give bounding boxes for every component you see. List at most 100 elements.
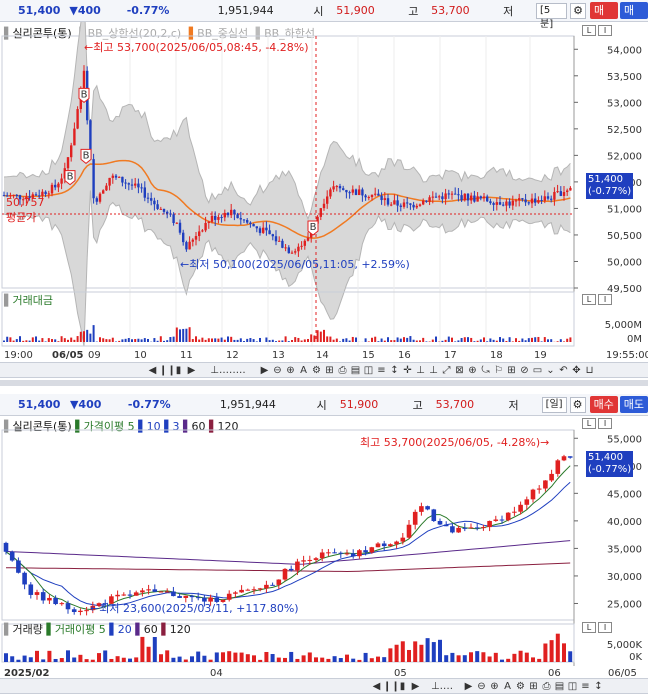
- intraday-candle: [354, 189, 358, 196]
- buy-signal-letter: B: [83, 150, 90, 161]
- period-selector[interactable]: [일]: [541, 396, 567, 413]
- scale-button[interactable]: I: [598, 25, 612, 36]
- settings-icon[interactable]: ⚙: [516, 680, 525, 692]
- vol-scale-button[interactable]: I: [598, 294, 612, 305]
- intraday-candle: [172, 214, 175, 224]
- slider-icon[interactable]: ⊥‥‥: [430, 680, 454, 692]
- slider-icon[interactable]: ⊥‥‥‥‥: [210, 364, 246, 376]
- scroll-right-icon[interactable]: ▶: [464, 680, 473, 692]
- gear-icon[interactable]: ⚙: [569, 396, 586, 413]
- scale-button-2[interactable]: I: [598, 418, 612, 429]
- draw-icon[interactable]: ⊥: [429, 364, 438, 376]
- low-label: 저: [508, 398, 519, 412]
- settings-icon[interactable]: ⚙: [312, 364, 321, 376]
- pause-icon[interactable]: ❙❙: [383, 680, 400, 692]
- chevron-down-icon[interactable]: ⌄: [546, 364, 555, 376]
- log-button-2[interactable]: L: [582, 418, 596, 429]
- daily-volume-bar: [84, 659, 89, 662]
- zoom-in-icon[interactable]: ⊕: [286, 364, 295, 376]
- line-icon[interactable]: ↕: [390, 364, 399, 376]
- list-icon[interactable]: ≡: [581, 680, 590, 692]
- line-icon[interactable]: ↕: [594, 680, 603, 692]
- gear-icon[interactable]: ⚙: [570, 2, 586, 19]
- scroll-right-icon[interactable]: ▶: [260, 364, 269, 376]
- trend-icon[interactable]: ⤢: [442, 364, 451, 376]
- volume-bar: [217, 338, 220, 342]
- intraday-candle: [127, 183, 130, 185]
- scroll-left-icon[interactable]: ◀: [148, 364, 157, 376]
- intraday-candle: [562, 192, 566, 196]
- intraday-candle: [534, 198, 537, 203]
- daily-volume-bar: [264, 651, 269, 662]
- list-icon[interactable]: ≡: [377, 364, 386, 376]
- daily-volume-bar: [382, 657, 387, 662]
- print-icon[interactable]: ⎙: [542, 680, 551, 692]
- pause-icon[interactable]: ❙❙: [159, 364, 176, 376]
- print-icon[interactable]: ⎙: [338, 364, 347, 376]
- zoom-in-icon[interactable]: ⊕: [490, 680, 499, 692]
- intraday-candle: [454, 193, 457, 195]
- crosshair-icon[interactable]: ✛: [403, 364, 412, 376]
- pan-icon[interactable]: ✥: [572, 364, 581, 376]
- zoom-out-icon[interactable]: ⊖: [273, 364, 282, 376]
- daily-candle: [183, 595, 189, 598]
- bb-mid-line: [3, 159, 571, 239]
- text-tool-icon[interactable]: A: [504, 680, 511, 692]
- buy-button[interactable]: 매수: [589, 396, 618, 413]
- step-icon[interactable]: ▮: [399, 680, 406, 692]
- save-icon[interactable]: ▤: [350, 364, 361, 376]
- scroll-left-icon[interactable]: ◀: [372, 680, 381, 692]
- vol-tick-label: 0K: [629, 652, 642, 663]
- intraday-candle: [111, 175, 114, 178]
- log-button[interactable]: L: [582, 25, 596, 36]
- buy-button[interactable]: 매수: [589, 2, 618, 34]
- pin-icon[interactable]: ⊕: [468, 364, 477, 376]
- cycle-icon[interactable]: ⤿: [481, 364, 490, 376]
- step-icon[interactable]: ▮: [175, 364, 182, 376]
- sell-button[interactable]: 매도: [619, 2, 648, 34]
- candle-icon[interactable]: ⊞: [529, 680, 538, 692]
- magnet-icon[interactable]: ⊔: [585, 364, 594, 376]
- volume-bar: [22, 340, 25, 342]
- intraday-candle: [278, 240, 281, 242]
- fib-icon[interactable]: ⊠: [455, 364, 464, 376]
- step-right-icon[interactable]: ▶: [187, 364, 196, 376]
- copy-icon[interactable]: ◫: [363, 364, 374, 376]
- text-tool-icon[interactable]: A: [300, 364, 307, 376]
- volume-bar: [335, 338, 338, 342]
- zoom-out-icon[interactable]: ⊖: [477, 680, 486, 692]
- save-icon[interactable]: ▤: [554, 680, 565, 692]
- intraday-candle: [54, 184, 57, 188]
- vol-scale-button-2[interactable]: I: [598, 622, 612, 633]
- ruler-icon[interactable]: ⊞: [507, 364, 516, 376]
- vol-log-button-2[interactable]: L: [582, 622, 596, 633]
- period-selector[interactable]: [5분]: [536, 2, 568, 30]
- volume-bar: [351, 336, 354, 342]
- volume-bar: [9, 337, 12, 342]
- grid-icon[interactable]: ⊥: [416, 364, 425, 376]
- panel-divider[interactable]: [0, 380, 648, 386]
- intraday-candle: [306, 237, 310, 241]
- daily-volume-bar: [512, 653, 517, 662]
- vol-tick-label: 0M: [627, 334, 642, 345]
- vol-log-button[interactable]: L: [582, 294, 596, 305]
- daily-chart[interactable]: 55,00050,00045,00040,00035,00030,00025,0…: [0, 416, 648, 678]
- candle-icon[interactable]: ⊞: [325, 364, 334, 376]
- daily-volume-bar: [78, 654, 83, 662]
- sell-button[interactable]: 매도: [619, 396, 648, 413]
- legend-bb-lower: BB_하한선: [264, 27, 316, 40]
- copy-icon[interactable]: ◫: [567, 680, 578, 692]
- intraday-candle: [422, 200, 425, 205]
- intraday-candle: [351, 189, 354, 193]
- step-right-icon[interactable]: ▶: [411, 680, 420, 692]
- intraday-candle: [28, 196, 31, 198]
- undo-icon[interactable]: ↶: [559, 364, 568, 376]
- volume-bar: [147, 338, 149, 342]
- chain-icon[interactable]: ⚐: [494, 364, 503, 376]
- intraday-candle: [130, 184, 134, 186]
- erase-icon[interactable]: ⊘: [520, 364, 529, 376]
- menu-icon[interactable]: ▭: [532, 364, 543, 376]
- volume-bar: [470, 337, 473, 342]
- volume-bar: [390, 340, 393, 342]
